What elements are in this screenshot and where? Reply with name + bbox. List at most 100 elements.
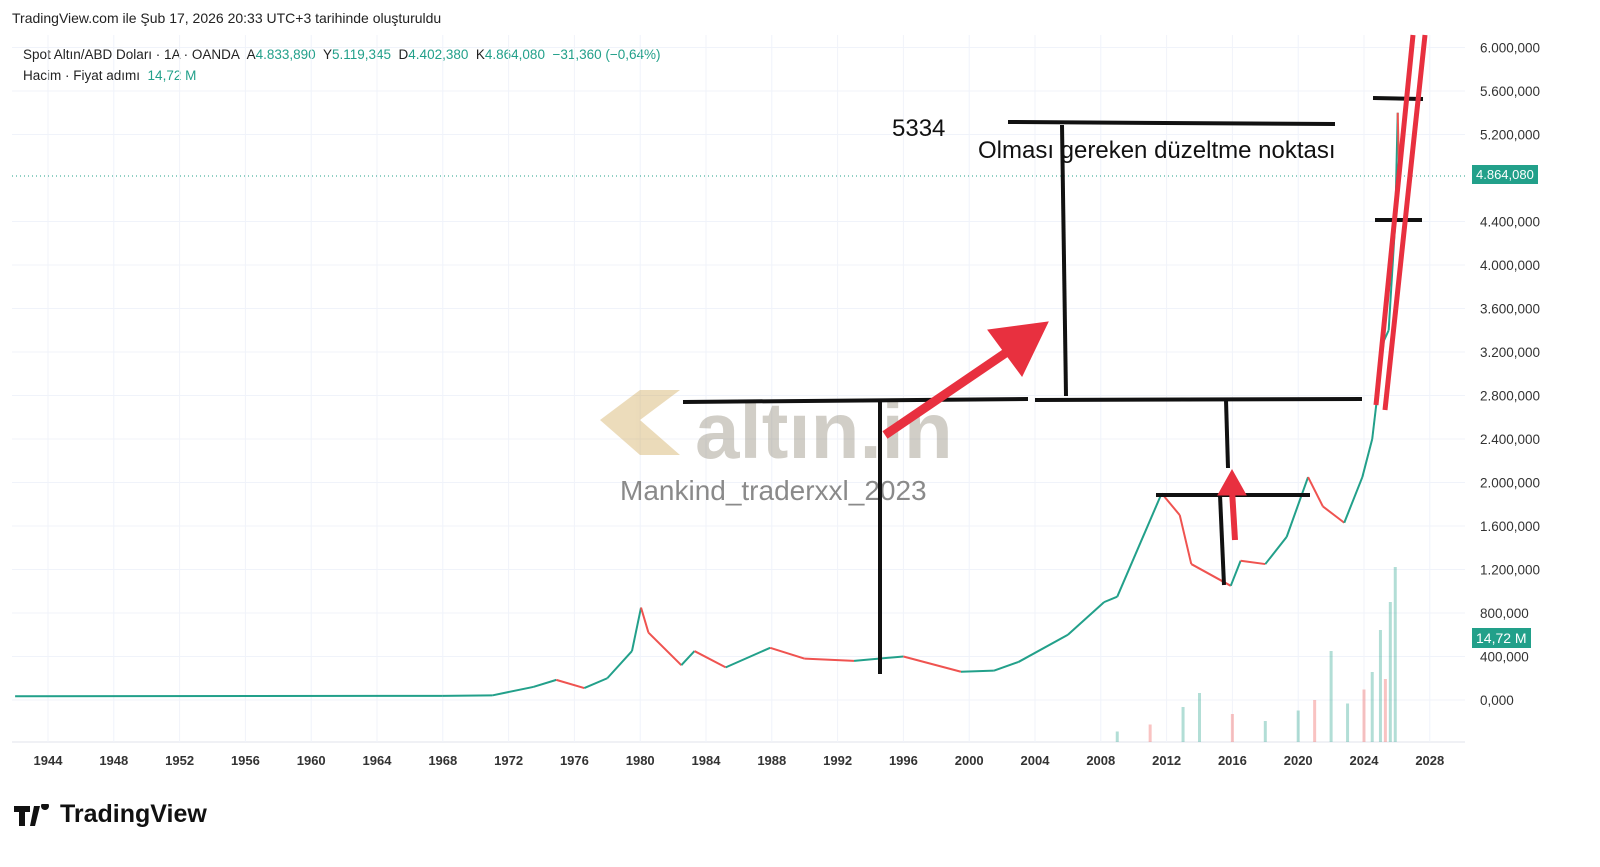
price-segment (583, 677, 608, 689)
grid (12, 35, 1465, 743)
price-segment (769, 646, 806, 660)
y-tick-label: 2.000,000 (1480, 476, 1540, 491)
volume-bar (1378, 630, 1382, 742)
volume-bar (1370, 672, 1374, 742)
volume-bar (1329, 651, 1333, 742)
x-tick-label: 2024 (1350, 753, 1380, 768)
red-drawings (882, 34, 1428, 541)
volume-bars (1115, 567, 1397, 742)
price-segment (640, 607, 650, 633)
author-text: Mankind_traderxxl_2023 (620, 475, 927, 506)
volume-bar (1296, 710, 1300, 742)
target-line (1007, 120, 1336, 126)
high-label: Y (322, 47, 332, 62)
volume-label[interactable]: Hacim · Fiyat adımı (23, 68, 141, 83)
price-segment (993, 660, 1019, 672)
low-label: D (398, 47, 409, 62)
price-segment (630, 607, 643, 652)
x-tick-label: 2012 (1152, 753, 1181, 768)
y-tick-label: 1.200,000 (1480, 563, 1540, 578)
x-tick-label: 1964 (363, 753, 393, 768)
volume-value: 14,72 M (147, 68, 197, 83)
y-tick-label: 800,000 (1480, 606, 1529, 621)
tradingview-logo-icon (14, 803, 49, 826)
price-segment (532, 678, 557, 688)
x-tick-label: 1988 (757, 753, 786, 768)
price-segment (1285, 476, 1310, 538)
price-segment (606, 650, 633, 679)
brand-name: TradingView (60, 800, 207, 828)
low-value: 4.402,380 (408, 47, 469, 62)
x-tick-label: 1996 (889, 753, 918, 768)
x-tick-label: 1952 (165, 753, 194, 768)
volume-bar (1115, 731, 1119, 742)
price-segment (1018, 633, 1069, 663)
x-tick-label: 1944 (34, 753, 64, 768)
price-segment (556, 678, 585, 689)
x-tick-label: 2004 (1021, 753, 1051, 768)
y-tick-label: 2.400,000 (1480, 432, 1540, 447)
price-segment (1178, 514, 1193, 565)
volume-tag: 14,72 M (1472, 628, 1531, 648)
x-tick-label: 2016 (1218, 753, 1247, 768)
drawings (682, 96, 1424, 674)
x-tick-label: 1984 (692, 753, 722, 768)
y-tick-label: 400,000 (1480, 650, 1529, 665)
price-segment (1264, 536, 1288, 565)
y-axis-ticks: 6.000,000 5.600,000 5.200,000 4.400,000 4.00… (1480, 41, 1540, 709)
x-tick-label: 1960 (297, 753, 326, 768)
price-segment (1116, 492, 1163, 598)
volume-bar (1263, 721, 1267, 742)
x-tick-label: 2008 (1086, 753, 1115, 768)
x-tick-label: 1980 (626, 753, 655, 768)
volume-bar (1198, 693, 1201, 742)
created-caption: TradingView.com ile Şub 17, 2026 20:33 U… (12, 10, 442, 26)
arrow-up-right (882, 346, 1013, 439)
x-tick-label: 2028 (1415, 753, 1444, 768)
price-segment (1361, 438, 1374, 478)
x-tick-label: 1972 (494, 753, 523, 768)
y-tick-label: 6.000,000 (1480, 41, 1540, 56)
price-segment (680, 650, 696, 666)
open-value: 4.833,890 (255, 47, 316, 62)
price-segment (725, 646, 771, 669)
y-tick-label: 5.200,000 (1480, 128, 1540, 143)
volume-bar (1393, 567, 1397, 742)
x-tick-label: 2020 (1284, 753, 1313, 768)
arrow-head-icon (987, 321, 1049, 377)
arrow-head-icon (1217, 468, 1247, 496)
volume-bar (1181, 707, 1185, 742)
y-tick-label: 5.600,000 (1480, 84, 1540, 99)
close-value: 4.864,080 (484, 47, 545, 62)
brand[interactable]: TradingView (14, 800, 207, 829)
price-segment (694, 650, 727, 669)
high-value: 5.119,345 (331, 47, 392, 62)
x-tick-label: 1956 (231, 753, 260, 768)
x-axis-ticks: 1944 1948 1952 1956 1960 1964 1968 1972 1976 1980… (34, 753, 1445, 768)
watermark-logo-icon (600, 390, 680, 455)
x-tick-label: 1992 (823, 753, 852, 768)
note-label: Olması gereken düzeltme noktası (978, 137, 1336, 164)
volume-bar (1148, 724, 1152, 742)
y-tick-label: 2.800,000 (1480, 389, 1540, 404)
price-tag: 4.864,080 (1472, 165, 1538, 184)
change-value: −31,360 (−0,64%) (552, 47, 661, 62)
price-segment (903, 655, 962, 673)
price-segment (491, 685, 534, 697)
y-tick-label: 0,000 (1480, 693, 1514, 708)
x-tick-label: 1968 (428, 753, 457, 768)
open-label: A (246, 47, 256, 62)
y-tick-label: 4.400,000 (1480, 215, 1540, 230)
price-segment (1229, 560, 1242, 587)
price-segment (960, 669, 994, 673)
volume-bar (1313, 700, 1317, 742)
volume-bar (1383, 679, 1387, 742)
level-label: 5334 (892, 115, 945, 142)
price-segment (1322, 505, 1345, 524)
symbol-label[interactable]: Spot Altın/ABD Doları · 1A · OANDA (23, 47, 240, 62)
price-segment (647, 631, 683, 666)
price-segment (1240, 559, 1266, 566)
x-tick-label: 1948 (99, 753, 128, 768)
y-tick-label: 1.600,000 (1480, 519, 1540, 534)
